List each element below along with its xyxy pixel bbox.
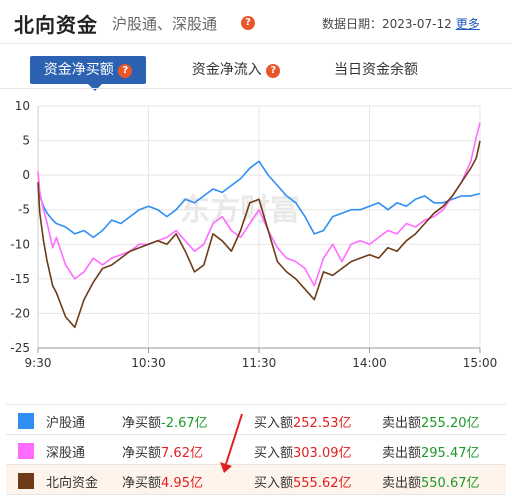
page-subtitle: 沪股通、深股通 [112, 15, 218, 33]
legend-swatch-sz [18, 443, 34, 459]
buy-value: 303.09亿 [293, 446, 352, 461]
net-value: -2.67亿 [161, 416, 208, 431]
buy-label: 买入额 [254, 446, 294, 461]
tab-net-buy-label: 资金净买额 [43, 62, 114, 78]
net-label: 净买额 [122, 446, 162, 461]
active-tab-arrow-icon [88, 84, 102, 91]
buy-label: 买入额 [254, 476, 294, 491]
legend-buy: 买入额555.62亿 [254, 472, 352, 491]
y-tick-label: -10 [10, 237, 30, 251]
sell-value: 295.47亿 [421, 446, 480, 461]
tab-net-inflow-help-icon[interactable]: ? [266, 64, 281, 78]
watermark-text: 东方财富 [180, 193, 300, 228]
chart-lines [37, 122, 481, 329]
y-tick-label: 5 [22, 134, 30, 148]
series-line-sh [37, 160, 481, 239]
series-line-sz [37, 122, 481, 287]
net-value: 7.62亿 [161, 446, 203, 461]
x-tick-label: 10:30 [131, 356, 166, 370]
sell-label: 卖出额 [382, 476, 422, 491]
buy-value: 252.53亿 [293, 416, 352, 431]
legend-swatch-sh [18, 413, 34, 429]
legend-table: 沪股通 净买额-2.67亿 买入额252.53亿 卖出额255.20亿 深股通 … [6, 404, 506, 495]
tab-balance[interactable]: 当日资金余额 [318, 56, 434, 84]
legend-row-sz[interactable]: 深股通 净买额7.62亿 买入额303.09亿 卖出额295.47亿 [6, 435, 506, 465]
legend-swatch-north [18, 473, 34, 489]
page-title: 北向资金 [14, 13, 98, 37]
buy-label: 买入额 [254, 416, 294, 431]
chart-grid [37, 105, 481, 349]
legend-buy: 买入额303.09亿 [254, 442, 352, 461]
net-value: 4.95亿 [161, 476, 203, 491]
net-label: 净买额 [122, 476, 162, 491]
sell-label: 卖出额 [382, 446, 422, 461]
legend-name: 沪股通 [46, 416, 86, 431]
tab-divider [0, 88, 512, 89]
northbound-flow-chart[interactable]: 东方财富 10 5 0 -5 -10 -15 -20 -25 9:30 10:30 11:30 14… [0, 92, 512, 376]
legend-row-north[interactable]: 北向资金 净买额4.95亿 买入额555.62亿 卖出额550.67亿 [6, 465, 506, 495]
x-tick-label: 11:30 [242, 356, 277, 370]
legend-name: 深股通 [46, 446, 86, 461]
annotation-arrow-icon [220, 413, 243, 473]
legend-buy: 买入额252.53亿 [254, 412, 352, 431]
tab-net-buy-help-icon[interactable]: ? [118, 64, 133, 78]
legend-sell: 卖出额255.20亿 [382, 412, 480, 431]
legend-net: 净买额-2.67亿 [122, 412, 208, 431]
buy-value: 555.62亿 [293, 476, 352, 491]
sell-value: 255.20亿 [421, 416, 480, 431]
net-label: 净买额 [122, 416, 162, 431]
y-tick-label: -15 [10, 272, 30, 286]
y-axis: 10 5 0 -5 -10 -15 -20 -25 [10, 99, 39, 355]
x-tick-label: 9:30 [25, 356, 52, 370]
more-link[interactable]: 更多 [455, 17, 480, 31]
y-tick-label: 0 [22, 168, 30, 182]
x-tick-label: 14:00 [352, 356, 387, 370]
tab-net-inflow[interactable]: 资金净流入 ? [178, 56, 294, 84]
sell-label: 卖出额 [382, 416, 422, 431]
y-tick-label: -5 [18, 203, 30, 217]
y-tick-label: -25 [10, 341, 30, 355]
tab-net-buy[interactable]: 资金净买额 ? [30, 56, 146, 84]
legend-net: 净买额4.95亿 [122, 472, 203, 491]
y-tick-label: -20 [10, 306, 30, 320]
x-tick-label: 15:00 [463, 356, 498, 370]
tab-balance-label: 当日资金余额 [334, 62, 418, 78]
help-icon[interactable]: ? [241, 16, 255, 30]
legend-sell: 卖出额550.67亿 [382, 472, 480, 491]
tab-net-inflow-label: 资金净流入 [191, 62, 262, 78]
tab-bar: 资金净买额 ? 资金净流入 ? 当日资金余额 [0, 56, 512, 91]
x-axis: 9:30 10:30 11:30 14:00 15:00 [25, 347, 498, 370]
date-value: 2023-07-12 [382, 17, 452, 31]
series-line-north [37, 140, 481, 329]
legend-name: 北向资金 [46, 476, 99, 491]
data-date: 数据日期：2023-07-12 更多 [322, 15, 480, 32]
sell-value: 550.67亿 [421, 476, 480, 491]
legend-sell: 卖出额295.47亿 [382, 442, 480, 461]
y-tick-label: 10 [15, 99, 30, 113]
date-label: 数据日期： [322, 17, 383, 31]
legend-net: 净买额7.62亿 [122, 442, 203, 461]
legend-row-sh[interactable]: 沪股通 净买额-2.67亿 买入额252.53亿 卖出额255.20亿 [6, 405, 506, 435]
page-header: 北向资金 沪股通、深股通 ? 数据日期：2023-07-12 更多 [0, 0, 512, 44]
